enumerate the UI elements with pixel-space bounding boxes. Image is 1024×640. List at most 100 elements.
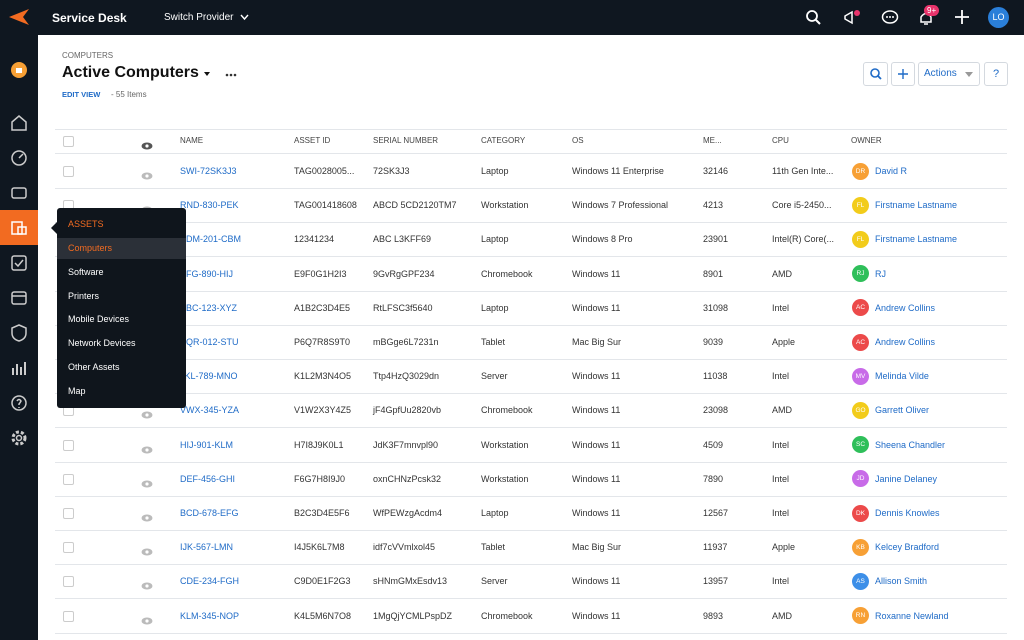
cell: E9F0G1H2I3 <box>294 268 347 279</box>
row-checkbox[interactable] <box>63 508 74 519</box>
nav-tickets[interactable] <box>10 184 28 202</box>
column-header[interactable]: NAME <box>180 136 204 145</box>
user-avatar[interactable]: LO <box>988 7 1009 28</box>
nav-reports[interactable] <box>10 359 28 377</box>
announce-icon[interactable] <box>843 9 861 26</box>
nav-home[interactable] <box>10 114 28 132</box>
owner-link[interactable]: Dennis Knowles <box>875 508 940 518</box>
menu-item[interactable]: Map <box>68 385 86 396</box>
owner-link[interactable]: Melinda Vilde <box>875 371 929 382</box>
add-button[interactable] <box>891 62 915 86</box>
eye-icon[interactable] <box>141 543 153 561</box>
actions-button[interactable]: Actions <box>918 62 980 86</box>
cell: 72SK3J3 <box>373 166 410 176</box>
logo[interactable] <box>8 8 30 26</box>
eye-icon[interactable] <box>141 137 153 155</box>
cell: 9039 <box>703 337 724 347</box>
row-checkbox[interactable] <box>63 166 74 177</box>
title-controls[interactable] <box>203 70 239 80</box>
header-checkbox[interactable] <box>63 136 74 147</box>
asset-name-link[interactable]: ADM-201-CBM <box>180 234 242 245</box>
add-icon[interactable] <box>954 9 970 25</box>
owner-link[interactable]: Janine Delaney <box>875 473 938 484</box>
eye-icon[interactable] <box>141 577 153 595</box>
asset-name-link[interactable]: IJK-567-LMN <box>180 542 234 553</box>
asset-name-link[interactable]: CDE-234-FGH <box>180 576 240 587</box>
actions-label: Actions <box>924 68 957 79</box>
row-checkbox[interactable] <box>63 542 74 554</box>
eye-icon[interactable] <box>141 509 153 527</box>
asset-name-link[interactable]: DEF-456-GHI <box>180 473 236 484</box>
eye-icon[interactable] <box>141 475 153 493</box>
cell: Chromebook <box>481 610 533 621</box>
nav-home-badge[interactable] <box>10 61 28 79</box>
cell: Mac Big Sur <box>572 542 622 553</box>
nav-help[interactable] <box>10 394 28 412</box>
owner-link[interactable]: RJ <box>875 268 886 279</box>
help-button[interactable]: ? <box>984 62 1008 86</box>
nav-assets[interactable] <box>10 219 28 237</box>
owner-avatar: MV <box>852 367 869 385</box>
nav-security[interactable] <box>10 324 28 342</box>
owner-link[interactable]: Garrett Oliver <box>875 405 930 416</box>
column-header[interactable]: OWNER <box>851 136 882 145</box>
asset-name-link[interactable]: SWI-72SK3J3 <box>180 166 237 176</box>
owner-link[interactable]: Allison Smith <box>875 576 928 587</box>
asset-name-link[interactable]: HIJ-901-KLM <box>180 439 234 450</box>
row-checkbox[interactable] <box>63 439 74 451</box>
owner-link[interactable]: Kelcey Bradford <box>875 542 940 553</box>
row-divider <box>55 324 1007 326</box>
asset-name-link[interactable]: JKL-789-MNO <box>180 371 238 382</box>
nav-settings[interactable] <box>10 429 28 447</box>
search-button[interactable] <box>863 62 888 86</box>
row-checkbox[interactable] <box>63 473 74 485</box>
nav-catalog[interactable] <box>10 289 28 307</box>
breadcrumb[interactable]: COMPUTERS <box>62 51 114 60</box>
search-icon[interactable] <box>805 9 822 26</box>
column-header[interactable]: ASSET ID <box>294 136 331 145</box>
asset-name-link[interactable]: VWX-345-YZA <box>180 405 240 416</box>
row-divider <box>55 564 1007 566</box>
cell: 11th Gen Inte... <box>772 166 834 176</box>
menu-item[interactable]: Network Devices <box>68 338 136 349</box>
owner-link[interactable]: Firstname Lastname <box>875 200 958 211</box>
eye-icon[interactable] <box>141 167 153 185</box>
cell: WfPEWzgAcdm4 <box>373 508 443 518</box>
owner-link[interactable]: Andrew Collins <box>875 302 936 313</box>
cell: Windows 11 <box>572 302 621 313</box>
row-checkbox[interactable] <box>63 610 74 622</box>
asset-name-link[interactable]: RND-830-PEK <box>180 200 239 211</box>
eye-icon[interactable] <box>141 406 153 424</box>
asset-name-link[interactable]: PQR-012-STU <box>180 337 239 347</box>
nav-tasks[interactable] <box>10 254 28 272</box>
column-header[interactable]: CATEGORY <box>481 136 526 145</box>
column-header[interactable]: CPU <box>772 136 789 145</box>
menu-item[interactable]: Software <box>68 266 104 277</box>
column-header[interactable]: OS <box>572 136 584 145</box>
cell: jF4GpfUu2820vb <box>373 405 442 416</box>
asset-name-link[interactable]: ABC-123-XYZ <box>180 302 238 313</box>
column-header[interactable]: ME... <box>703 136 722 145</box>
menu-item[interactable]: Printers <box>68 290 100 301</box>
chat-icon[interactable] <box>881 9 899 26</box>
eye-icon[interactable] <box>141 612 153 630</box>
menu-item[interactable]: Computers <box>68 243 113 253</box>
column-header[interactable]: SERIAL NUMBER <box>373 136 439 145</box>
asset-name-link[interactable]: KLM-345-NOP <box>180 610 240 621</box>
edit-view[interactable]: EDIT VIEW <box>62 90 101 99</box>
asset-name-link[interactable]: BCD-678-EFG <box>180 508 239 518</box>
row-checkbox[interactable] <box>63 576 74 588</box>
owner-link[interactable]: Sheena Chandler <box>875 439 946 450</box>
owner-link[interactable]: Firstname Lastname <box>875 234 958 245</box>
menu-item[interactable]: Mobile Devices <box>68 314 130 325</box>
asset-name-link[interactable]: EFG-890-HIJ <box>180 268 234 279</box>
switch-provider[interactable]: Switch Provider <box>164 12 234 23</box>
eye-icon[interactable] <box>141 441 153 459</box>
cell: AMD <box>772 405 792 416</box>
nav-dashboard[interactable] <box>10 149 28 167</box>
owner-avatar: GO <box>852 401 869 419</box>
owner-link[interactable]: Roxanne Newland <box>875 610 949 621</box>
owner-link[interactable]: Andrew Collins <box>875 337 936 347</box>
owner-link[interactable]: David R <box>875 166 908 176</box>
menu-item[interactable]: Other Assets <box>68 362 120 372</box>
